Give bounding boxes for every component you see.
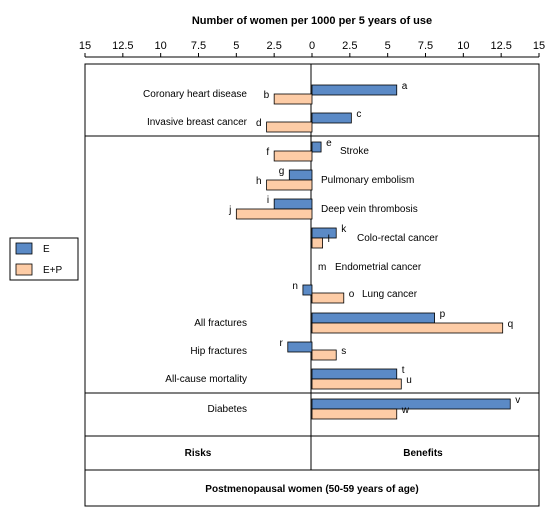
x-axis: 15 12.5 10 7.5 5 2.5 0 2.5 5 7.5 10 12.5 15 xyxy=(79,40,545,58)
bar-h xyxy=(266,179,313,191)
chart-title: Number of women per 1000 per 5 years of … xyxy=(192,15,432,27)
x-tick-label: 2.5 xyxy=(267,40,282,52)
bar-p xyxy=(311,312,435,324)
bar-o xyxy=(311,292,345,304)
bar-letter-m: m xyxy=(318,262,326,273)
bar-letter-r: r xyxy=(279,338,283,349)
bar-letter-o: o xyxy=(349,289,355,300)
bar-letter-a: a xyxy=(402,81,408,92)
category-label: Colo-rectal cancer xyxy=(357,233,439,244)
bar-letter-f: f xyxy=(266,147,269,158)
bar-letter-n: n xyxy=(292,281,298,292)
bar-letter-s: s xyxy=(341,346,346,357)
category-label: Endometrial cancer xyxy=(335,262,422,273)
plot-frame xyxy=(84,63,540,507)
bar-letter-v: v xyxy=(515,395,520,406)
category-label: Hip fractures xyxy=(190,346,247,357)
bar-letter-b: b xyxy=(264,90,270,101)
legend-label-ep: E+P xyxy=(43,265,63,276)
category-label: All fractures xyxy=(194,318,247,329)
category-label: Coronary heart disease xyxy=(143,89,247,100)
bar-letter-h: h xyxy=(256,176,262,187)
x-tick-label: 10 xyxy=(457,40,469,52)
bar-n xyxy=(302,284,313,296)
bar-letter-c: c xyxy=(356,109,361,120)
bar-d xyxy=(266,121,313,133)
bar-c xyxy=(311,112,352,124)
bar-u xyxy=(311,378,402,390)
legend-label-e: E xyxy=(43,244,50,255)
bar-letter-k: k xyxy=(341,224,347,235)
x-tick-label: 15 xyxy=(79,40,91,52)
x-tick-label: 12.5 xyxy=(112,40,133,52)
bar-q xyxy=(311,322,504,334)
bar-letter-d: d xyxy=(256,118,262,129)
bar-j xyxy=(235,208,313,220)
category-label: Lung cancer xyxy=(362,289,418,300)
category-label: Stroke xyxy=(340,146,369,157)
x-tick-label: 12.5 xyxy=(490,40,511,52)
legend-swatch-ep xyxy=(15,263,33,276)
x-tick-label: 2.5 xyxy=(342,40,357,52)
bar-a xyxy=(311,84,398,96)
category-label: Invasive breast cancer xyxy=(147,117,248,128)
x-tick-label: 10 xyxy=(155,40,167,52)
bar-t xyxy=(311,368,398,380)
bar-w xyxy=(311,408,398,420)
legend: E E+P xyxy=(9,237,79,281)
bar-letter-j: j xyxy=(228,205,231,216)
benefits-label: Benefits xyxy=(403,448,443,459)
bar-letter-w: w xyxy=(401,405,410,416)
bar-b xyxy=(273,93,313,105)
bar-letter-g: g xyxy=(279,166,285,177)
bar-f xyxy=(273,150,313,162)
bar-letter-q: q xyxy=(508,319,514,330)
bar-g xyxy=(288,169,313,181)
x-tick-label: 5 xyxy=(233,40,239,52)
x-tick-label: 7.5 xyxy=(418,40,433,52)
bar-letter-i: i xyxy=(267,195,269,206)
bar-letter-u: u xyxy=(406,375,412,386)
category-label: Diabetes xyxy=(208,404,247,415)
legend-swatch-e xyxy=(15,242,33,255)
footer-label: Postmenopausal women (50-59 years of age… xyxy=(205,484,418,495)
bar-letter-p: p xyxy=(440,309,446,320)
category-label: Pulmonary embolism xyxy=(321,175,414,186)
bar-letter-l: l xyxy=(328,234,330,245)
category-label: All-cause mortality xyxy=(165,374,247,385)
risks-label: Risks xyxy=(185,448,212,459)
x-tick-label: 7.5 xyxy=(191,40,206,52)
bar-r xyxy=(287,341,313,353)
bars: a b Coronary heart disease c d Invasive breas… xyxy=(143,81,520,420)
bar-s xyxy=(311,349,337,361)
bar-e xyxy=(311,141,322,153)
bar-l xyxy=(311,237,323,249)
x-tick-label: 5 xyxy=(385,40,391,52)
x-tick-label: 0 xyxy=(309,40,315,52)
bar-v xyxy=(311,398,511,410)
category-label: Deep vein thrombosis xyxy=(321,204,418,215)
x-tick-label: 15 xyxy=(533,40,545,52)
bar-i xyxy=(273,198,313,210)
bar-k xyxy=(311,227,337,239)
bar-letter-t: t xyxy=(402,365,405,376)
bar-letter-e: e xyxy=(326,138,332,149)
